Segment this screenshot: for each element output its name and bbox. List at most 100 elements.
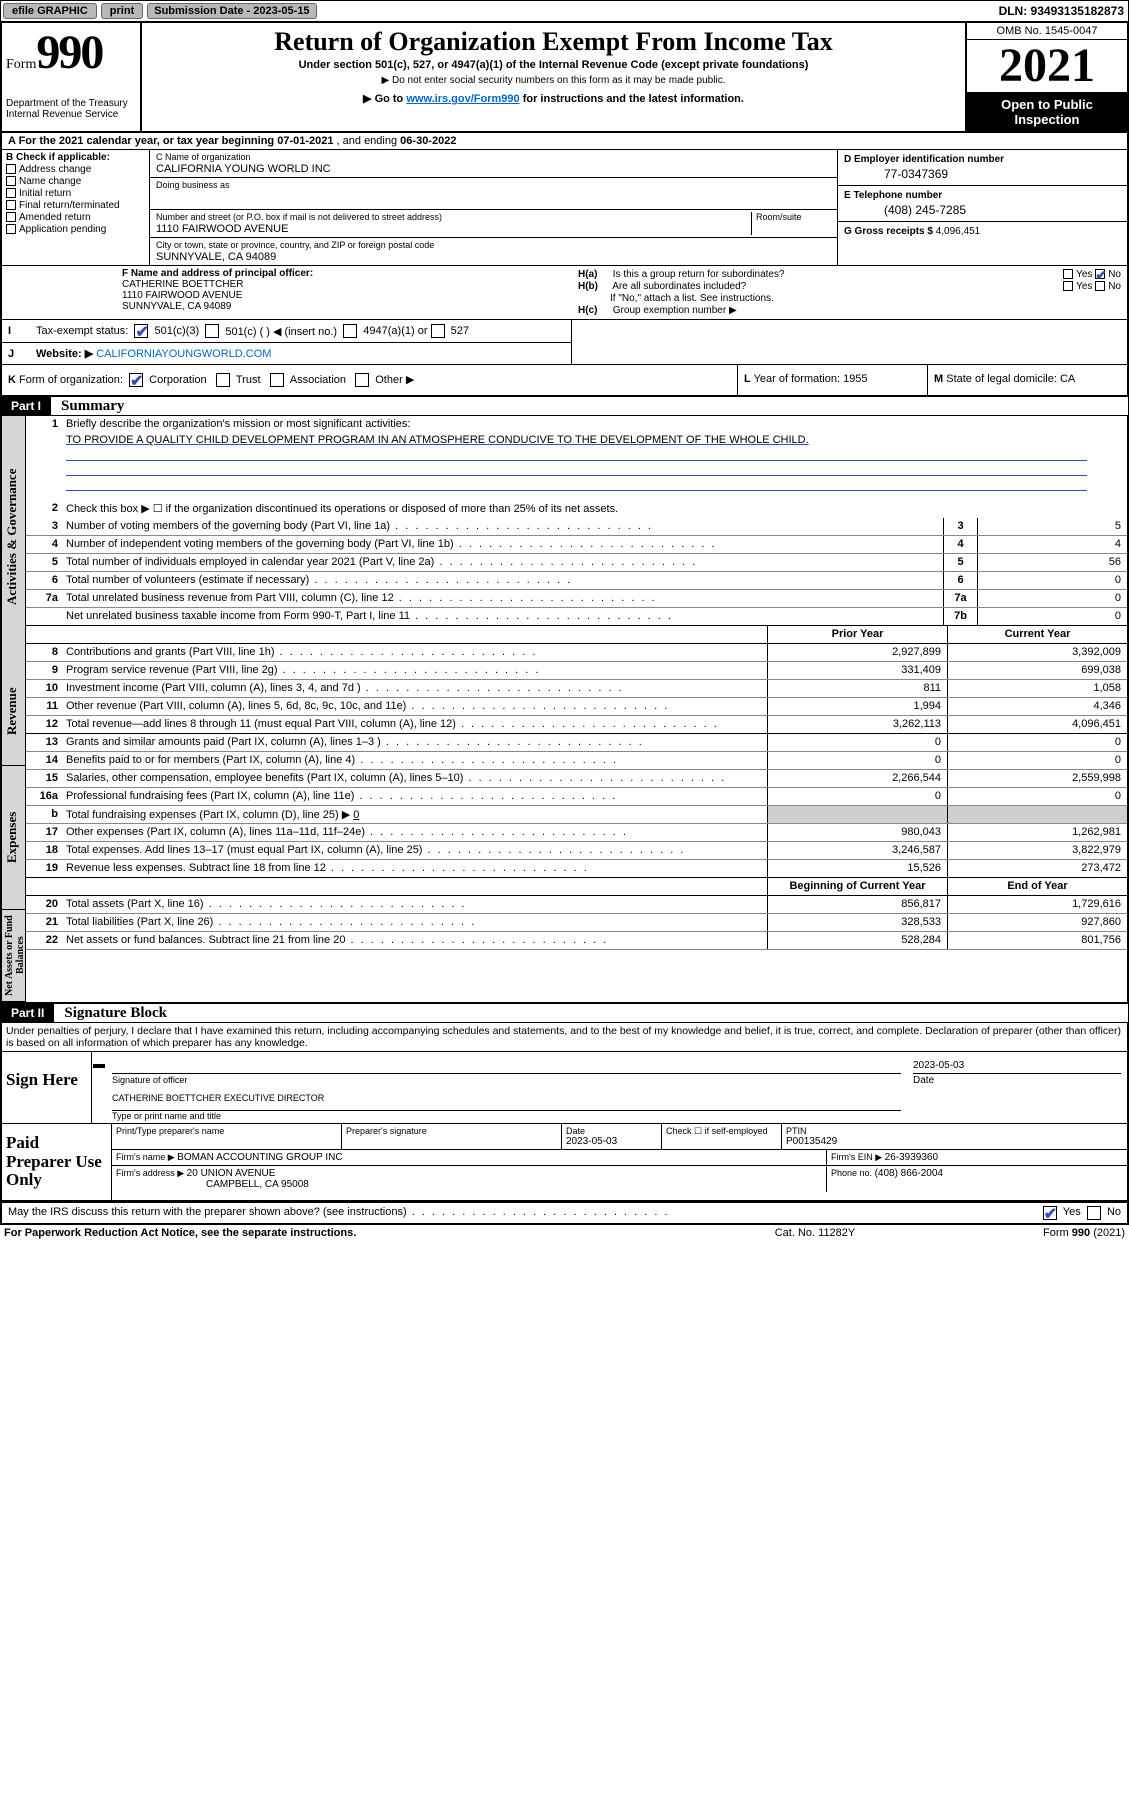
chk-amended-return[interactable]: Amended return	[6, 212, 145, 223]
line-13-current: 0	[947, 734, 1127, 751]
hb-yes-chk[interactable]	[1063, 281, 1073, 291]
officer-name: CATHERINE BOETTCHER	[122, 279, 566, 290]
line-11-current: 4,346	[947, 698, 1127, 715]
chk-501c[interactable]	[205, 324, 219, 338]
line-8-desc: Contributions and grants (Part VIII, lin…	[62, 644, 767, 661]
line-7b: Net unrelated business taxable income fr…	[26, 608, 1127, 626]
form-word: Form	[6, 57, 36, 72]
line-22-current: 801,756	[947, 932, 1127, 949]
firm-addr-label: Firm's address ▶	[116, 1168, 184, 1178]
line-15-current: 2,559,998	[947, 770, 1127, 787]
row-j-lead: J	[8, 348, 36, 360]
line-13: 13Grants and similar amounts paid (Part …	[26, 734, 1127, 752]
prep-ptin-label: PTIN	[786, 1126, 1123, 1136]
chk-address-change[interactable]: Address change	[6, 164, 145, 175]
prior-year-header: Prior Year	[767, 626, 947, 643]
may-irs-yes-chk[interactable]	[1043, 1206, 1057, 1220]
open-public-badge: Open to Public Inspection	[967, 93, 1127, 131]
sign-arrow-icon	[92, 1052, 106, 1123]
line-6-box: 6	[943, 572, 977, 589]
part-1-title: Summary	[51, 398, 124, 415]
chk-final-return[interactable]: Final return/terminated	[6, 200, 145, 211]
part-2-body: Under penalties of perjury, I declare th…	[0, 1023, 1129, 1203]
may-irs-row: May the IRS discuss this return with the…	[0, 1203, 1129, 1225]
form-title: Return of Organization Exempt From Incom…	[152, 27, 955, 57]
line-16b-current-grey	[947, 806, 1127, 823]
chk-other[interactable]	[355, 373, 369, 387]
chk-501c3[interactable]	[134, 324, 148, 338]
line-17: 17Other expenses (Part IX, column (A), l…	[26, 824, 1127, 842]
line-20-prior: 856,817	[767, 896, 947, 913]
ha-no-chk[interactable]	[1095, 269, 1105, 279]
line-7b-desc: Net unrelated business taxable income fr…	[62, 608, 943, 625]
chk-association[interactable]	[270, 373, 284, 387]
line-6-value: 0	[977, 572, 1127, 589]
hb-no-chk[interactable]	[1095, 281, 1105, 291]
line-2-text: Check this box ▶ ☐ if the organization d…	[62, 500, 1127, 518]
org-name: CALIFORNIA YOUNG WORLD INC	[156, 163, 331, 175]
vlabel-netassets: Net Assets or Fund Balances	[2, 910, 25, 1002]
row-m-lead: M	[934, 373, 943, 385]
line-6: 6Total number of volunteers (estimate if…	[26, 572, 1127, 590]
sign-here-fields: Signature of officer CATHERINE BOETTCHER…	[92, 1052, 907, 1123]
prep-name-label: Print/Type preparer's name	[116, 1126, 337, 1136]
part-1-badge: Part I	[1, 397, 51, 415]
gross-receipts-label: G Gross receipts $	[844, 226, 933, 237]
line-7b-box: 7b	[943, 608, 977, 625]
vlabel-expenses: Expenses	[2, 766, 25, 910]
row-m-label: State of legal domicile:	[946, 373, 1057, 385]
prep-date-value: 2023-05-03	[566, 1136, 617, 1147]
line-3: 3Number of voting members of the governi…	[26, 518, 1127, 536]
chk-name-change[interactable]: Name change	[6, 176, 145, 187]
line-16a: 16aProfessional fundraising fees (Part I…	[26, 788, 1127, 806]
line-4-value: 4	[977, 536, 1127, 553]
firm-name-label: Firm's name ▶	[116, 1152, 175, 1162]
line-21-prior: 328,533	[767, 914, 947, 931]
dba-label: Doing business as	[156, 180, 230, 190]
line-12-desc: Total revenue—add lines 8 through 11 (mu…	[62, 716, 767, 733]
city-label: City or town, state or province, country…	[156, 240, 434, 250]
line-18-prior: 3,246,587	[767, 842, 947, 859]
may-irs-no-chk[interactable]	[1087, 1206, 1101, 1220]
line-18: 18Total expenses. Add lines 13–17 (must …	[26, 842, 1127, 860]
chk-527[interactable]	[431, 324, 445, 338]
website-link[interactable]: CALIFORNIAYOUNGWORLD.COM	[96, 348, 271, 360]
declaration-text: Under penalties of perjury, I declare th…	[2, 1023, 1127, 1052]
line-16a-desc: Professional fundraising fees (Part IX, …	[62, 788, 767, 805]
officer-city: SUNNYVALE, CA 94089	[122, 301, 566, 312]
line-19-prior: 15,526	[767, 860, 947, 877]
current-year-header: Current Year	[947, 626, 1127, 643]
chk-4947[interactable]	[343, 324, 357, 338]
line-22-prior: 528,284	[767, 932, 947, 949]
form-number: 990	[36, 26, 102, 79]
part-1-lines: 1 Briefly describe the organization's mi…	[26, 416, 1127, 1002]
line-15: 15Salaries, other compensation, employee…	[26, 770, 1127, 788]
line-17-prior: 980,043	[767, 824, 947, 841]
ha-yes-chk[interactable]	[1063, 269, 1073, 279]
print-button[interactable]: print	[101, 3, 143, 19]
firm-addr1: 20 UNION AVENUE	[187, 1168, 276, 1179]
sign-here-row: Sign Here Signature of officer CATHERINE…	[2, 1052, 1127, 1124]
hb-label: H(b)	[578, 281, 610, 292]
line-6-desc: Total number of volunteers (estimate if …	[62, 572, 943, 589]
col-k: K Form of organization: Corporation Trus…	[2, 365, 737, 395]
line-16a-prior: 0	[767, 788, 947, 805]
instructions-link[interactable]: www.irs.gov/Form990	[406, 93, 519, 105]
chk-initial-return[interactable]: Initial return	[6, 188, 145, 199]
hc-label: H(c)	[578, 305, 610, 316]
signature-field[interactable]	[112, 1058, 901, 1074]
chk-application-pending[interactable]: Application pending	[6, 224, 145, 235]
paid-preparer-row: Paid Preparer Use Only Print/Type prepar…	[2, 1124, 1127, 1202]
efile-graphic-button[interactable]: efile GRAPHIC	[3, 3, 97, 19]
goto-prefix: ▶ Go to	[363, 93, 406, 105]
line-a-mid: , and ending	[337, 135, 401, 147]
form-year-box: OMB No. 1545-0047 2021 Open to Public In…	[967, 23, 1127, 131]
chk-trust[interactable]	[216, 373, 230, 387]
box-f-label: F Name and address of principal officer:	[122, 268, 313, 279]
footer-form: Form 990 (2021)	[925, 1227, 1125, 1239]
chk-corporation[interactable]	[129, 373, 143, 387]
line-9-desc: Program service revenue (Part VIII, line…	[62, 662, 767, 679]
line-10-current: 1,058	[947, 680, 1127, 697]
box-c: C Name of organization CALIFORNIA YOUNG …	[150, 150, 837, 265]
ein-value: 77-0347369	[844, 167, 1121, 181]
